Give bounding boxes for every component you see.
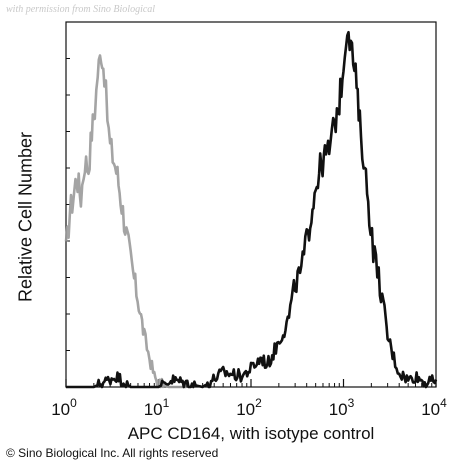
- x-tick-label: 103: [329, 396, 355, 419]
- copyright-text: © Sino Biological Inc. All rights reserv…: [6, 446, 219, 460]
- x-axis-label: APC CD164, with isotype control: [127, 424, 375, 443]
- x-tick-label: 101: [144, 396, 170, 419]
- watermark-text: with permission from Sino Biological: [6, 4, 156, 15]
- histogram-series-1: [64, 54, 187, 389]
- histogram-series-2: [65, 30, 438, 389]
- x-tick-label: 102: [236, 396, 262, 419]
- plot-area: 100 101 102 103 104: [51, 21, 447, 419]
- x-tick-label: 100: [51, 396, 77, 419]
- y-axis-label: Relative Cell Number: [15, 131, 36, 303]
- x-tick-label: 104: [421, 396, 447, 419]
